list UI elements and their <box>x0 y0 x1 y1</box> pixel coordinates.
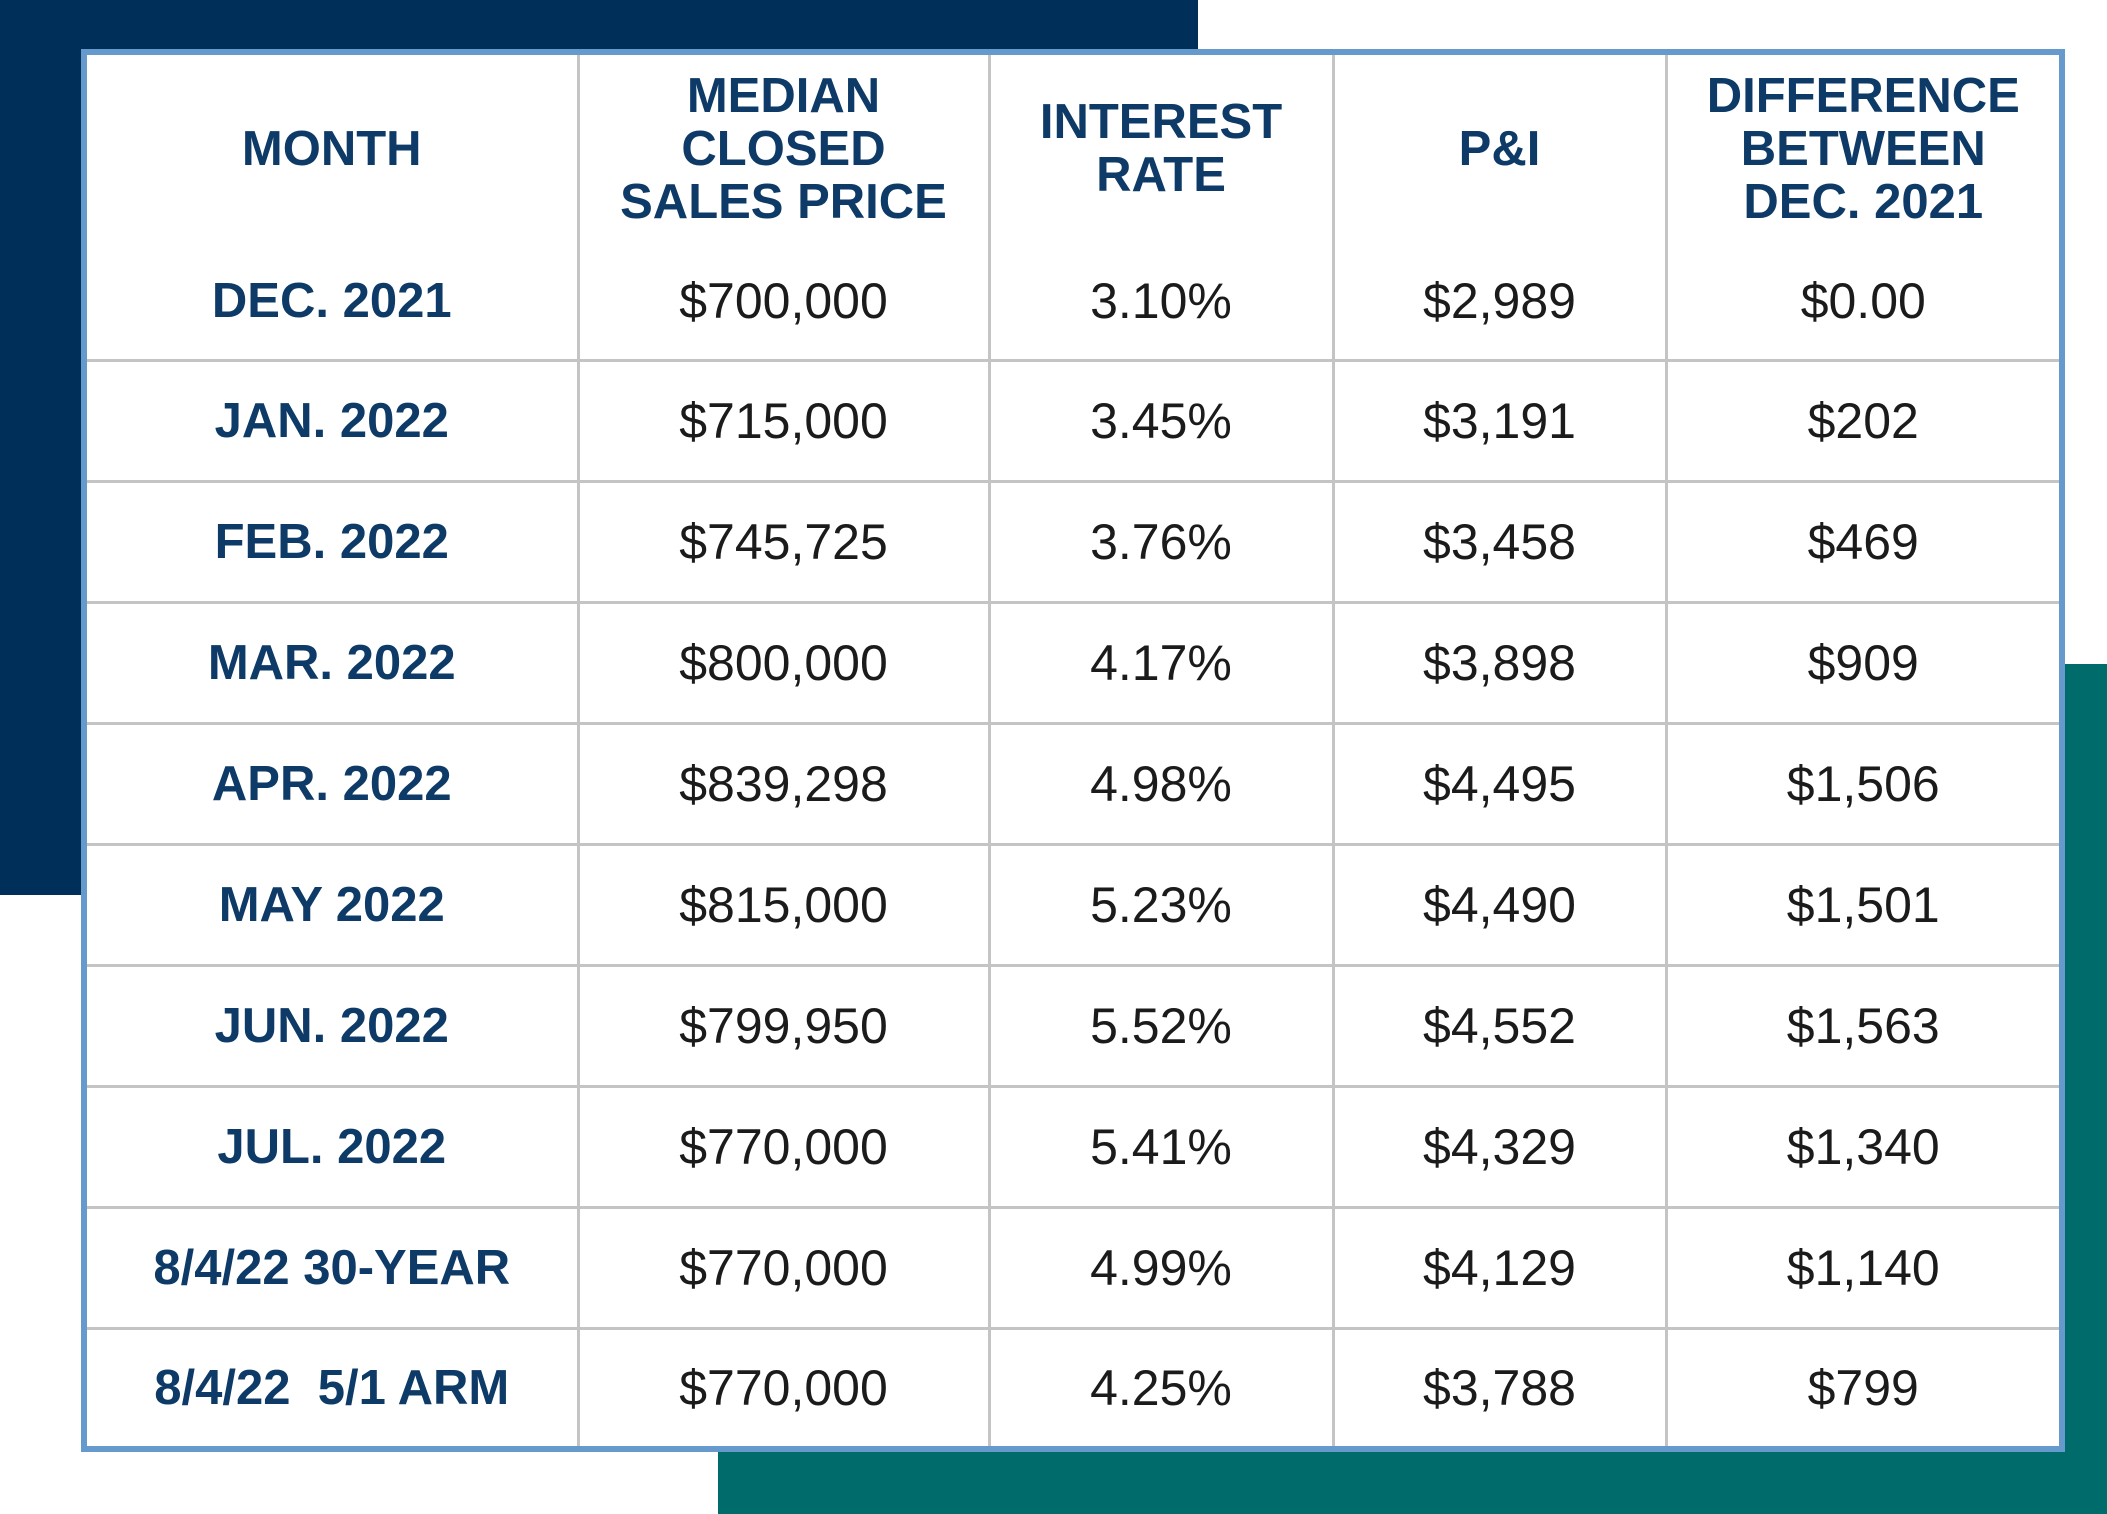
header-difference-between-dec-2021: DIFFERENCE BETWEEN DEC. 2021 <box>1664 55 2059 243</box>
table-row: JUN. 2022 $799,950 5.52% $4,552 $1,563 <box>87 963 2059 1088</box>
cell-interest-rate: 3.45% <box>987 359 1335 484</box>
cell-difference: $1,140 <box>1664 1205 2059 1330</box>
cell-month: JUL. 2022 <box>87 1084 580 1209</box>
cell-median-price: $815,000 <box>576 842 991 967</box>
header-p-and-i: P&I <box>1331 55 1668 243</box>
table-row: DEC. 2021 $700,000 3.10% $2,989 $0.00 <box>87 243 2059 363</box>
header-line: MEDIAN <box>686 68 881 123</box>
cell-p-and-i: $3,191 <box>1331 359 1668 484</box>
cell-difference: $1,340 <box>1664 1084 2059 1209</box>
cell-p-and-i: $4,490 <box>1331 842 1668 967</box>
cell-median-price: $800,000 <box>576 601 991 726</box>
cell-p-and-i: $3,898 <box>1331 601 1668 726</box>
header-line: RATE <box>1096 148 1226 202</box>
cell-difference: $799 <box>1664 1326 2059 1446</box>
cell-difference: $909 <box>1664 601 2059 726</box>
cell-p-and-i: $4,552 <box>1331 963 1668 1088</box>
cell-month: DEC. 2021 <box>87 243 580 363</box>
table-row: JAN. 2022 $715,000 3.45% $3,191 $202 <box>87 359 2059 484</box>
cell-month: FEB. 2022 <box>87 480 580 605</box>
cell-difference: $1,563 <box>1664 963 2059 1088</box>
mortgage-comparison-table: MONTH MEDIAN CLOSED SALES PRICE INTEREST… <box>81 49 2065 1452</box>
header-line: MONTH <box>241 121 422 176</box>
cell-month: JUN. 2022 <box>87 963 580 1088</box>
cell-p-and-i: $3,458 <box>1331 480 1668 605</box>
table-body: DEC. 2021 $700,000 3.10% $2,989 $0.00 JAN. 20… <box>87 243 2059 1446</box>
cell-interest-rate: 4.17% <box>987 601 1335 726</box>
table-row: MAR. 2022 $800,000 4.17% $3,898 $909 <box>87 601 2059 726</box>
cell-interest-rate: 5.23% <box>987 842 1335 967</box>
table-row: FEB. 2022 $745,725 3.76% $3,458 $469 <box>87 480 2059 605</box>
cell-difference: $202 <box>1664 359 2059 484</box>
cell-difference: $1,501 <box>1664 842 2059 967</box>
cell-median-price: $770,000 <box>576 1326 991 1446</box>
cell-p-and-i: $4,129 <box>1331 1205 1668 1330</box>
cell-p-and-i: $4,495 <box>1331 722 1668 846</box>
cell-difference: $469 <box>1664 480 2059 605</box>
header-month: MONTH <box>87 55 580 243</box>
cell-interest-rate: 4.99% <box>987 1205 1335 1330</box>
cell-difference: $0.00 <box>1664 243 2059 363</box>
header-line: SALES PRICE <box>620 174 947 229</box>
cell-median-price: $770,000 <box>576 1205 991 1330</box>
cell-month: 8/4/22 5/1 ARM <box>87 1326 580 1446</box>
cell-p-and-i: $4,329 <box>1331 1084 1668 1209</box>
cell-median-price: $745,725 <box>576 480 991 605</box>
header-line: P&I <box>1458 121 1541 176</box>
cell-interest-rate: 3.10% <box>987 243 1335 363</box>
table-row: 8/4/22 5/1 ARM $770,000 4.25% $3,788 $799 <box>87 1326 2059 1446</box>
cell-interest-rate: 3.76% <box>987 480 1335 605</box>
header-interest-rate: INTEREST RATE <box>987 55 1335 243</box>
cell-month: MAR. 2022 <box>87 601 580 726</box>
header-line: CLOSED <box>681 121 886 176</box>
cell-median-price: $839,298 <box>576 722 991 846</box>
cell-month: JAN. 2022 <box>87 359 580 484</box>
header-line: DEC. 2021 <box>1743 174 1984 229</box>
header-median-closed-sales-price: MEDIAN CLOSED SALES PRICE <box>576 55 991 243</box>
cell-interest-rate: 5.41% <box>987 1084 1335 1209</box>
table-header: MONTH MEDIAN CLOSED SALES PRICE INTEREST… <box>87 55 2059 243</box>
cell-month: MAY 2022 <box>87 842 580 967</box>
table-row: APR. 2022 $839,298 4.98% $4,495 $1,506 <box>87 722 2059 846</box>
cell-median-price: $700,000 <box>576 243 991 363</box>
cell-interest-rate: 4.25% <box>987 1326 1335 1446</box>
cell-median-price: $715,000 <box>576 359 991 484</box>
cell-month: APR. 2022 <box>87 722 580 846</box>
data-table: MONTH MEDIAN CLOSED SALES PRICE INTEREST… <box>87 55 2059 1446</box>
cell-interest-rate: 5.52% <box>987 963 1335 1088</box>
header-line: BETWEEN <box>1740 121 1986 176</box>
header-line: INTEREST <box>1039 95 1283 149</box>
table-row: MAY 2022 $815,000 5.23% $4,490 $1,501 <box>87 842 2059 967</box>
cell-median-price: $770,000 <box>576 1084 991 1209</box>
cell-difference: $1,506 <box>1664 722 2059 846</box>
cell-p-and-i: $2,989 <box>1331 243 1668 363</box>
table-row: JUL. 2022 $770,000 5.41% $4,329 $1,340 <box>87 1084 2059 1209</box>
cell-interest-rate: 4.98% <box>987 722 1335 846</box>
header-row: MONTH MEDIAN CLOSED SALES PRICE INTEREST… <box>87 55 2059 243</box>
cell-p-and-i: $3,788 <box>1331 1326 1668 1446</box>
header-line: DIFFERENCE <box>1706 68 2020 123</box>
cell-month: 8/4/22 30-YEAR <box>87 1205 580 1330</box>
cell-median-price: $799,950 <box>576 963 991 1088</box>
table-row: 8/4/22 30-YEAR $770,000 4.99% $4,129 $1,140 <box>87 1205 2059 1330</box>
